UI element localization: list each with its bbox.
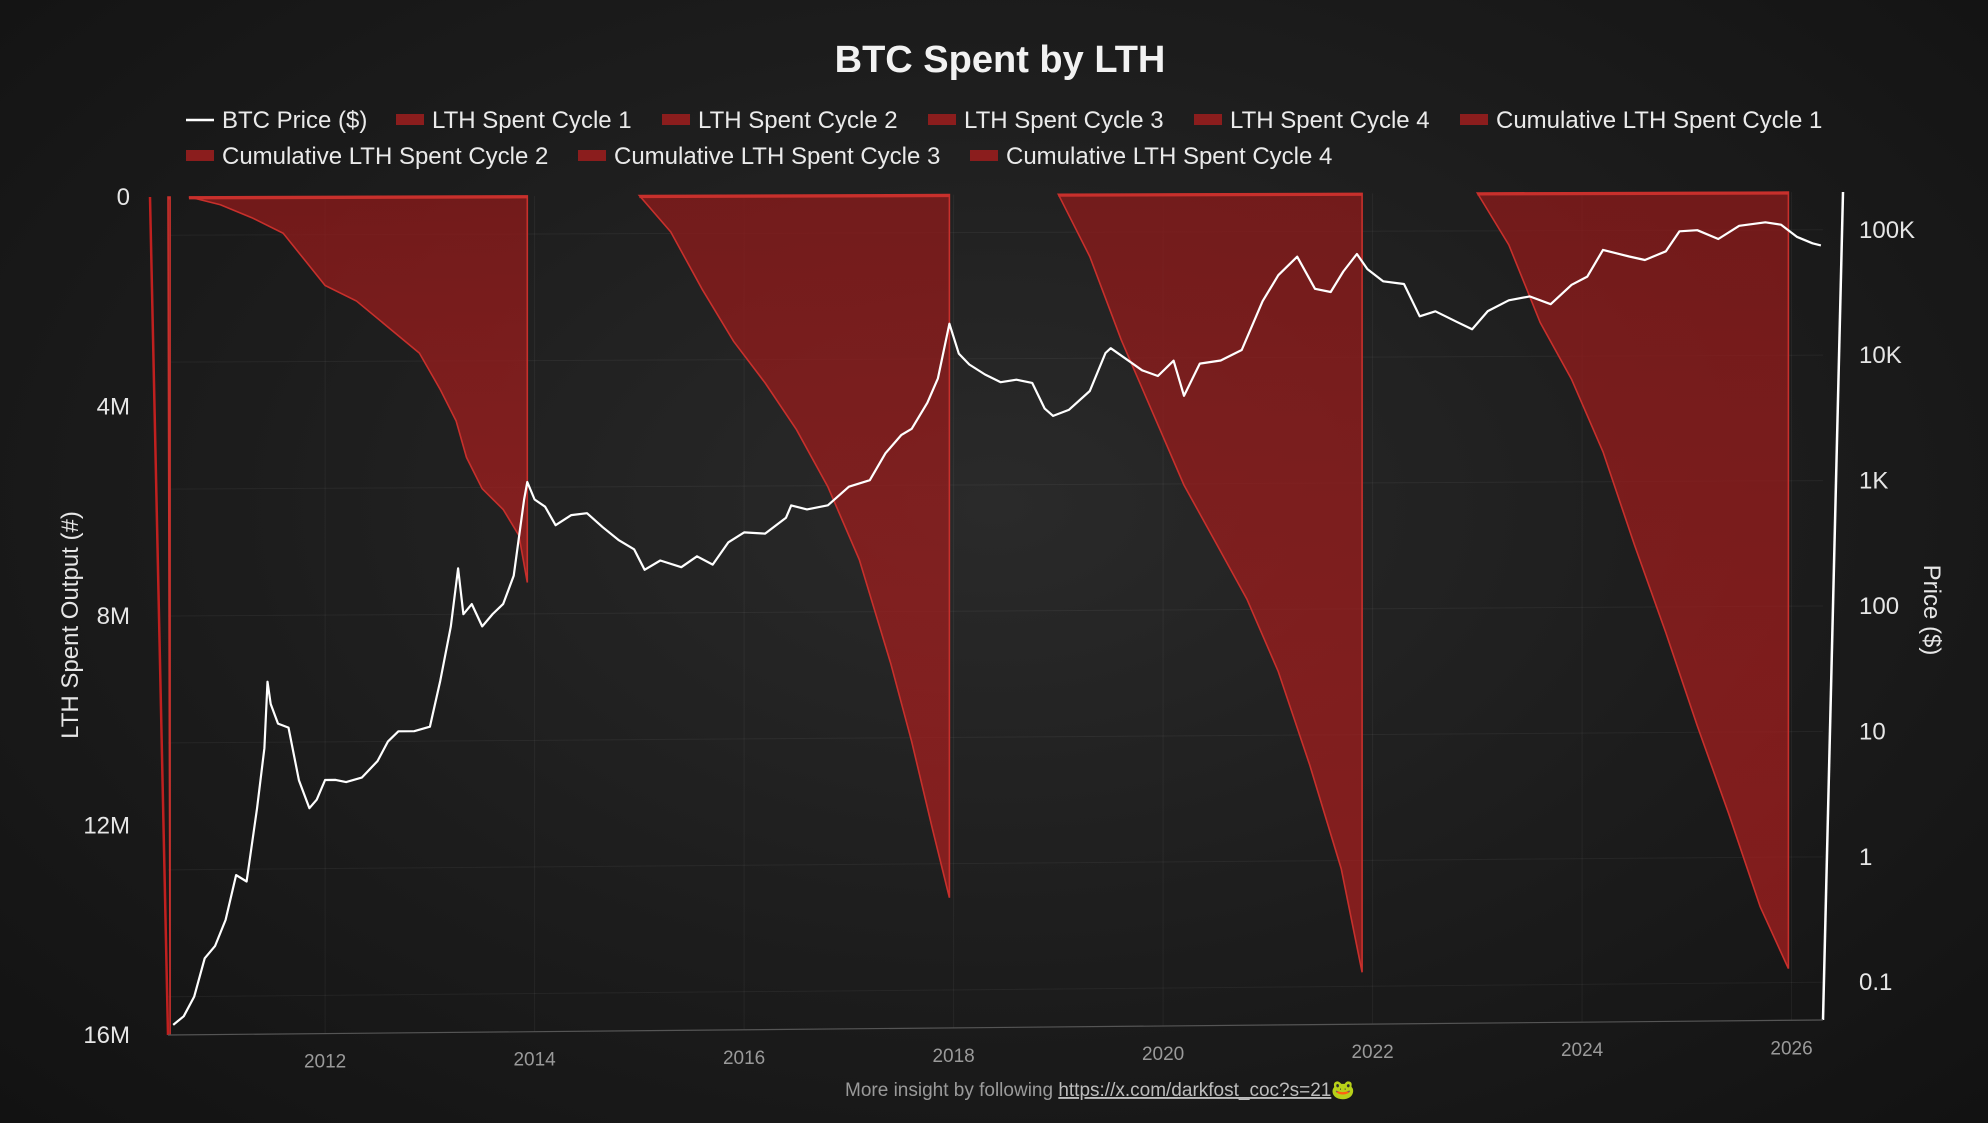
left-axis-line bbox=[148, 196, 170, 1036]
right-axis-ticks: 100K 10K 1K 100 10 1 0.1 bbox=[1859, 217, 1915, 996]
x-tick-label: 2024 bbox=[1561, 1040, 1604, 1061]
legend-label: LTH Spent Cycle 3 bbox=[964, 107, 1164, 134]
footer-text: More insight by following bbox=[845, 1080, 1058, 1101]
grid-line bbox=[167, 480, 1824, 490]
legend-item: Cumulative LTH Spent Cycle 4 bbox=[970, 143, 1332, 170]
legend-box-swatch bbox=[928, 114, 956, 125]
left-tick-label: 4M bbox=[97, 394, 130, 421]
legend-label: LTH Spent Cycle 4 bbox=[1230, 107, 1430, 134]
footer-link[interactable]: https://x.com/darkfost_coc?s=21 bbox=[1058, 1080, 1331, 1101]
x-axis-line bbox=[167, 1019, 1824, 1036]
legend-label: Cumulative LTH Spent Cycle 2 bbox=[222, 143, 548, 170]
cycle-area bbox=[1475, 191, 1790, 969]
legend-item: Cumulative LTH Spent Cycle 2 bbox=[186, 143, 548, 170]
chart-title: BTC Spent by LTH bbox=[835, 39, 1166, 81]
legend-item: Cumulative LTH Spent Cycle 1 bbox=[1460, 107, 1822, 134]
legend: BTC Price ($) LTH Spent Cycle 1 LTH Spent … bbox=[186, 107, 1822, 170]
left-axis-ticks: 0 4M 8M 12M 16M bbox=[83, 184, 130, 1049]
legend-box-swatch bbox=[1460, 114, 1488, 125]
right-axis-label: Price ($) bbox=[1918, 565, 1945, 656]
btc-price-line bbox=[172, 221, 1822, 1026]
left-axis-label: LTH Spent Output (#) bbox=[57, 511, 84, 739]
cycle-area-top-edge bbox=[1058, 192, 1363, 197]
x-tick-label: 2022 bbox=[1351, 1042, 1393, 1063]
right-tick-label: 100K bbox=[1859, 217, 1915, 244]
right-tick-label: 100 bbox=[1859, 593, 1899, 620]
cycle-areas bbox=[167, 191, 1790, 1036]
legend-box-swatch bbox=[396, 114, 424, 125]
left-tick-label: 0 bbox=[117, 184, 130, 211]
left-tick-label: 12M bbox=[83, 813, 130, 840]
legend-item: LTH Spent Cycle 3 bbox=[928, 107, 1164, 134]
right-tick-label: 1K bbox=[1859, 468, 1888, 495]
legend-box-swatch bbox=[186, 150, 214, 161]
grid-line bbox=[167, 856, 1824, 871]
legend-item: LTH Spent Cycle 2 bbox=[662, 107, 898, 134]
legend-label: LTH Spent Cycle 1 bbox=[432, 107, 632, 134]
legend-box-swatch bbox=[578, 150, 606, 161]
x-tick-label: 2020 bbox=[1142, 1044, 1184, 1065]
right-tick-label: 1 bbox=[1859, 844, 1872, 871]
legend-label: Cumulative LTH Spent Cycle 3 bbox=[614, 143, 940, 170]
cycle-area bbox=[1057, 192, 1363, 973]
legend-label: Cumulative LTH Spent Cycle 1 bbox=[1496, 107, 1822, 134]
grid-line bbox=[167, 981, 1824, 998]
right-tick-label: 0.1 bbox=[1859, 969, 1892, 996]
cycle-area bbox=[188, 195, 529, 583]
cycle-area-top-edge bbox=[1477, 191, 1789, 196]
grid-line bbox=[167, 605, 1824, 617]
legend-item: Cumulative LTH Spent Cycle 3 bbox=[578, 143, 940, 170]
right-axis-line bbox=[1821, 191, 1845, 1021]
x-axis-ticks: 2012 2014 2016 2018 2020 2022 2024 2026 bbox=[304, 1038, 1813, 1072]
cycle-area-top-edge bbox=[639, 194, 950, 199]
x-tick-label: 2012 bbox=[304, 1052, 346, 1073]
left-tick-label: 8M bbox=[97, 603, 130, 630]
legend-label: BTC Price ($) bbox=[222, 107, 367, 134]
x-tick-label: 2026 bbox=[1770, 1038, 1812, 1059]
right-tick-label: 10 bbox=[1859, 718, 1886, 745]
legend-box-swatch bbox=[970, 150, 998, 161]
footer: More insight by following https://x.com/… bbox=[845, 1079, 1355, 1101]
x-tick-label: 2014 bbox=[513, 1050, 556, 1071]
legend-item: LTH Spent Cycle 1 bbox=[396, 107, 632, 134]
right-tick-label: 10K bbox=[1859, 342, 1902, 369]
legend-item: LTH Spent Cycle 4 bbox=[1194, 107, 1430, 134]
legend-label: LTH Spent Cycle 2 bbox=[698, 107, 898, 134]
cycle-area bbox=[167, 196, 171, 1036]
legend-box-swatch bbox=[1194, 114, 1222, 125]
cycle-area bbox=[637, 193, 951, 898]
x-tick-label: 2018 bbox=[932, 1046, 974, 1067]
grid-line bbox=[167, 730, 1824, 744]
legend-item: BTC Price ($) bbox=[186, 107, 367, 134]
footer-frog-icon: 🐸 bbox=[1331, 1079, 1355, 1101]
left-tick-label: 16M bbox=[83, 1022, 130, 1049]
legend-box-swatch bbox=[662, 114, 690, 125]
cycle-area-top-edge bbox=[188, 195, 528, 200]
legend-label: Cumulative LTH Spent Cycle 4 bbox=[1006, 143, 1332, 170]
x-tick-label: 2016 bbox=[723, 1048, 765, 1069]
